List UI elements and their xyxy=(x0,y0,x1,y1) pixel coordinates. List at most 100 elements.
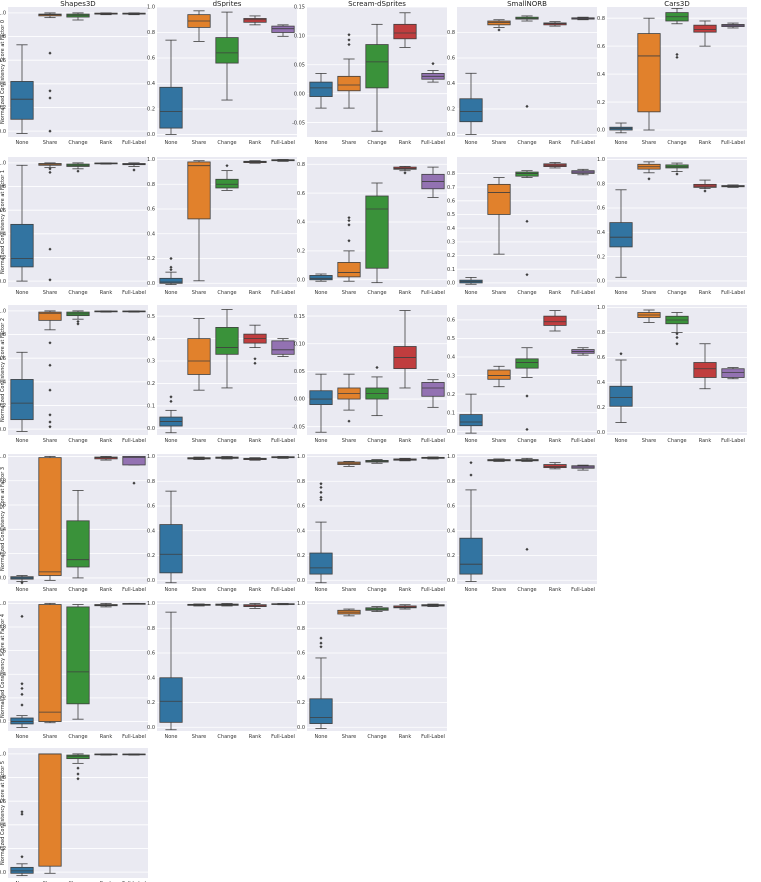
x-tick-label: None xyxy=(464,587,477,593)
y-tick-label: 0.3 xyxy=(147,359,155,365)
y-tick-label: 0.2 xyxy=(297,249,305,255)
y-tick-label: 0.6 xyxy=(597,206,605,212)
x-tick-label: Change xyxy=(367,438,386,444)
outlier-point xyxy=(48,129,52,133)
x-tick-label: Full-Label xyxy=(721,290,745,296)
y-tick-label: 0.5 xyxy=(447,336,455,342)
y-tick-label: 0.0 xyxy=(0,129,6,135)
column-title: Shapes3D xyxy=(60,0,95,8)
panel: 0.0 0.1 0.2 0.3 0.4 0.5 0.6 None Share Change Rank… xyxy=(447,305,597,444)
x-tick-label: Share xyxy=(492,438,506,444)
y-tick-label: 0.4 xyxy=(147,336,155,342)
y-tick-label: 0.0 xyxy=(597,279,605,285)
x-tick-label: Change xyxy=(517,438,536,444)
outlier-point xyxy=(76,777,80,781)
y-tick-label: 0.0 xyxy=(297,725,305,731)
y-tick-label: 0.2 xyxy=(597,405,605,411)
x-tick-label: None xyxy=(164,438,177,444)
y-tick-label: 0.8 xyxy=(597,16,605,22)
x-tick-label: Full-Label xyxy=(122,290,146,296)
box-none xyxy=(309,552,333,575)
x-tick-label: Rank xyxy=(249,734,262,740)
outlier-point xyxy=(347,419,351,423)
box-none xyxy=(10,223,34,268)
y-tick-label: 0.8 xyxy=(0,625,6,631)
x-tick-label: Change xyxy=(367,587,386,593)
y-tick-label: 0.2 xyxy=(0,403,6,409)
outlier-point xyxy=(347,223,351,227)
y-tick-label: 1.0 xyxy=(0,161,6,167)
x-tick-label: Full-Label xyxy=(421,140,445,146)
y-axis-label: Normalized Consistency Score at Factor 5 xyxy=(0,761,6,865)
outlier-point xyxy=(48,278,52,282)
y-tick-label: 0.6 xyxy=(0,208,6,214)
outlier-point xyxy=(347,38,351,42)
x-tick-label: Rank xyxy=(549,140,562,146)
box-full-label xyxy=(421,382,445,397)
outlier-point xyxy=(619,352,623,356)
panel: 0.0 0.2 0.4 0.6 0.8 1.0 None Share Change Rank Ful… xyxy=(147,5,297,146)
x-tick-label: Full-Label xyxy=(571,290,595,296)
outlier-point xyxy=(48,413,52,417)
x-tick-label: Share xyxy=(342,734,356,740)
y-tick-label: 0.2 xyxy=(597,254,605,260)
y-tick-label: 0.4 xyxy=(447,226,455,232)
outlier-point xyxy=(48,167,52,171)
y-tick-label: 0.0 xyxy=(147,281,155,287)
x-tick-label: Full-Label xyxy=(122,438,146,444)
box-change xyxy=(515,358,539,369)
outlier-point xyxy=(319,645,323,649)
y-tick-label: 0.4 xyxy=(0,823,6,829)
x-tick-label: None xyxy=(314,587,327,593)
y-tick-label: 0.6 xyxy=(297,504,305,510)
panel: 0.0 0.2 0.4 0.6 0.8 1.0 Normalized Consistency… xyxy=(0,7,148,146)
outlier-point xyxy=(20,810,24,814)
x-tick-label: None xyxy=(314,140,327,146)
panel: -0.05 0.00 0.05 0.10 0.15 None Share Change Rank… xyxy=(292,5,447,146)
box-none xyxy=(609,222,633,248)
x-tick-label: Change xyxy=(217,587,236,593)
outlier-point xyxy=(253,361,257,365)
x-tick-label: None xyxy=(614,290,627,296)
panel-background xyxy=(8,157,148,287)
y-tick-label: 0.6 xyxy=(147,56,155,62)
y-tick-label: 0.6 xyxy=(447,504,455,510)
y-tick-label: 0.6 xyxy=(447,56,455,62)
box-change xyxy=(365,195,389,269)
outlier-point xyxy=(675,342,679,346)
box-change xyxy=(215,37,239,64)
outlier-point xyxy=(319,482,323,486)
box-share xyxy=(637,33,661,113)
y-tick-label: 1.0 xyxy=(597,157,605,163)
outlier-point xyxy=(76,319,80,324)
box-share xyxy=(187,338,211,375)
y-tick-label: 0.15 xyxy=(294,5,305,11)
y-tick-label: 0.4 xyxy=(597,72,605,78)
outlier-point xyxy=(169,395,173,399)
outlier-point xyxy=(132,481,136,485)
outlier-point xyxy=(525,273,529,277)
outlier-point xyxy=(347,216,351,220)
y-tick-label: 0.10 xyxy=(294,341,305,347)
x-tick-label: Change xyxy=(517,140,536,146)
outlier-point xyxy=(48,247,52,251)
panel: 0.0 0.2 0.4 0.6 0.8 1.0 None Share Change Rank Ful… xyxy=(297,454,447,593)
y-axis-label: Normalized Consistency Score at Factor 2 xyxy=(0,318,6,422)
y-tick-label: 0.1 xyxy=(447,267,455,273)
outlier-point xyxy=(497,28,501,32)
outlier-point xyxy=(20,614,24,618)
y-tick-label: 0.8 xyxy=(147,626,155,632)
x-tick-label: Share xyxy=(43,587,57,593)
y-tick-label: 0.6 xyxy=(297,651,305,657)
y-tick-label: 0.2 xyxy=(447,553,455,559)
x-tick-label: Rank xyxy=(100,140,113,146)
x-tick-label: Share xyxy=(342,438,356,444)
x-tick-label: Rank xyxy=(549,290,562,296)
outlier-point xyxy=(48,341,52,345)
x-tick-label: Share xyxy=(192,290,206,296)
box-share xyxy=(38,604,62,722)
x-tick-label: Change xyxy=(367,290,386,296)
panel: -0.05 0.00 0.05 0.10 0.15 None Share Change Rank… xyxy=(292,305,447,444)
x-tick-label: Share xyxy=(43,734,57,740)
outlier-point xyxy=(20,581,24,585)
